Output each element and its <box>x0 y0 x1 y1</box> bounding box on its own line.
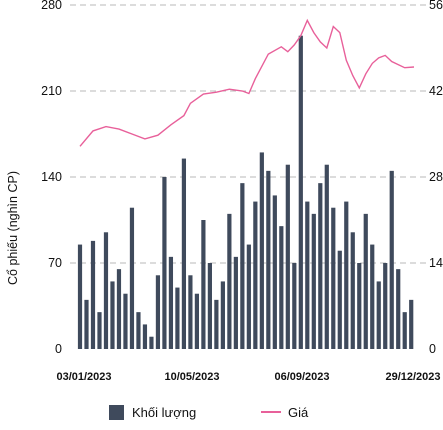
volume-bar <box>357 263 362 349</box>
volume-bar <box>233 256 238 349</box>
left-tick-label: 0 <box>55 342 62 356</box>
left-tick-label: 210 <box>41 84 62 98</box>
volume-bar <box>383 263 388 349</box>
volume-bar <box>266 170 271 349</box>
legend: Khối lượng Giá <box>109 405 309 420</box>
volume-bar <box>285 164 290 349</box>
x-tick-label: 03/01/2023 <box>56 371 111 383</box>
volume-bar <box>103 232 109 349</box>
volume-bar <box>350 232 355 349</box>
volume-bar <box>220 281 225 349</box>
volume-bar <box>194 293 199 349</box>
volume-bar <box>311 213 316 349</box>
volume-bar <box>155 275 161 349</box>
volume-bar <box>175 287 180 349</box>
volume-bar <box>402 312 407 349</box>
right-tick-label: 0 <box>429 342 436 356</box>
volume-bar <box>123 293 128 349</box>
volume-bar <box>253 201 258 349</box>
right-tick-label: 56 <box>429 0 443 12</box>
volume-bar <box>396 269 401 349</box>
gridlines <box>70 4 426 264</box>
left-axis-ticks: 0 70 140 210 280 <box>41 0 62 356</box>
volume-bar <box>136 312 141 349</box>
volume-bar <box>77 244 83 349</box>
volume-bar <box>214 299 219 349</box>
volume-bar <box>227 213 232 349</box>
volume-bar <box>344 201 349 349</box>
legend-volume-label: Khối lượng <box>132 405 196 420</box>
volume-bar <box>201 220 206 349</box>
volume-bar <box>318 183 323 349</box>
volume-bar <box>129 207 135 349</box>
volume-bar <box>188 275 193 349</box>
volume-bar <box>246 244 251 349</box>
right-tick-label: 14 <box>429 256 443 270</box>
left-tick-label: 280 <box>41 0 62 12</box>
volume-bar <box>240 183 245 349</box>
volume-bar <box>331 207 336 349</box>
volume-bar <box>84 299 89 349</box>
x-axis-ticks: 03/01/2023 10/05/2023 06/09/2023 29/12/2023 <box>56 371 440 383</box>
legend-volume-swatch <box>109 405 124 420</box>
volume-bar <box>110 281 115 349</box>
left-tick-label: 140 <box>41 170 62 184</box>
left-axis-label: Cổ phiếu (nghìn CP) <box>6 171 20 285</box>
volume-bar <box>389 170 394 349</box>
volume-bar <box>181 158 187 349</box>
right-tick-label: 42 <box>429 84 443 98</box>
volume-bar <box>142 324 148 349</box>
volume-bar <box>90 240 96 349</box>
right-tick-label: 28 <box>429 170 443 184</box>
volume-bar <box>162 177 167 349</box>
x-tick-label: 10/05/2023 <box>164 371 219 383</box>
volume-bar <box>168 256 174 349</box>
x-tick-label: 29/12/2023 <box>385 371 440 383</box>
legend-price-label: Giá <box>288 405 309 420</box>
volume-bar <box>279 226 284 349</box>
volume-bar <box>337 250 342 349</box>
volume-bars <box>77 35 414 349</box>
x-tick-label: 06/09/2023 <box>274 371 329 383</box>
volume-bar <box>259 152 264 349</box>
volume-bar <box>298 35 303 349</box>
right-axis-ticks: 0 14 28 42 56 <box>429 0 443 356</box>
left-tick-label: 70 <box>48 256 62 270</box>
volume-bar <box>324 164 329 349</box>
volume-bar <box>409 299 414 349</box>
volume-bar <box>149 336 154 349</box>
volume-bar <box>292 263 297 349</box>
price-line <box>79 18 415 147</box>
volume-bar <box>207 263 212 349</box>
volume-bar <box>376 281 381 349</box>
volume-bar <box>370 244 375 349</box>
volume-bar <box>305 201 310 349</box>
volume-bar <box>116 269 122 349</box>
volume-bar <box>97 312 102 349</box>
volume-bar <box>272 195 277 349</box>
volume-bar <box>363 213 368 349</box>
